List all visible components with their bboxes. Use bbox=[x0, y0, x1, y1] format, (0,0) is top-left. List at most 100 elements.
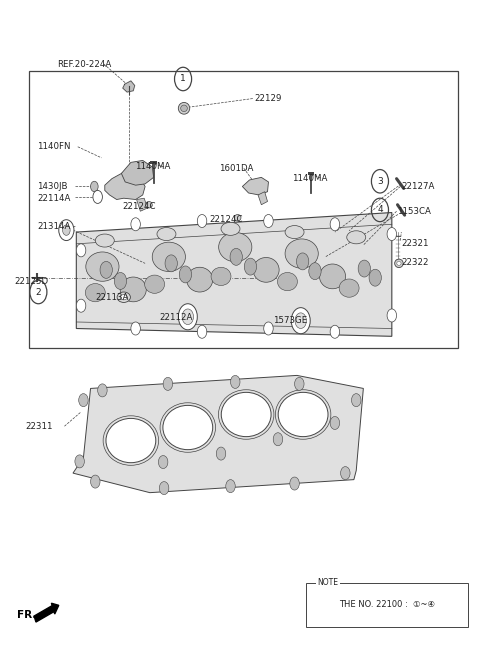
Circle shape bbox=[351, 394, 361, 407]
Text: 1430JB: 1430JB bbox=[37, 182, 67, 191]
Circle shape bbox=[59, 219, 74, 240]
Text: 1140MA: 1140MA bbox=[135, 162, 170, 171]
Ellipse shape bbox=[96, 234, 114, 247]
Circle shape bbox=[387, 227, 396, 240]
Text: 1: 1 bbox=[180, 74, 186, 83]
Text: 22114A: 22114A bbox=[37, 194, 70, 203]
Circle shape bbox=[330, 217, 340, 231]
Circle shape bbox=[79, 394, 88, 407]
Text: 22129: 22129 bbox=[254, 94, 282, 103]
Polygon shape bbox=[105, 172, 145, 200]
Circle shape bbox=[330, 417, 340, 430]
Text: 22127A: 22127A bbox=[401, 182, 435, 191]
Circle shape bbox=[295, 313, 306, 328]
Circle shape bbox=[291, 307, 310, 334]
Ellipse shape bbox=[145, 202, 152, 208]
Ellipse shape bbox=[117, 292, 131, 302]
Circle shape bbox=[179, 304, 197, 330]
Circle shape bbox=[264, 322, 273, 335]
Circle shape bbox=[100, 261, 112, 279]
Circle shape bbox=[330, 325, 340, 338]
Circle shape bbox=[387, 309, 396, 322]
Polygon shape bbox=[242, 177, 268, 195]
Ellipse shape bbox=[339, 279, 359, 297]
Circle shape bbox=[197, 214, 207, 227]
Text: 21314A: 21314A bbox=[37, 221, 70, 231]
Circle shape bbox=[131, 217, 140, 231]
Bar bbox=[150, 161, 157, 164]
Ellipse shape bbox=[285, 225, 304, 238]
Circle shape bbox=[182, 309, 193, 325]
Circle shape bbox=[297, 253, 309, 270]
Ellipse shape bbox=[179, 102, 190, 114]
Text: 2: 2 bbox=[36, 288, 41, 296]
Ellipse shape bbox=[120, 294, 127, 300]
Circle shape bbox=[75, 455, 84, 468]
Circle shape bbox=[165, 255, 178, 272]
Circle shape bbox=[76, 299, 86, 312]
Ellipse shape bbox=[277, 273, 298, 290]
Ellipse shape bbox=[278, 392, 328, 437]
Text: 1573GE: 1573GE bbox=[273, 316, 308, 325]
Circle shape bbox=[369, 269, 382, 286]
Polygon shape bbox=[73, 375, 363, 493]
Circle shape bbox=[341, 466, 350, 480]
Ellipse shape bbox=[221, 222, 240, 235]
Ellipse shape bbox=[211, 267, 231, 286]
Text: NOTE: NOTE bbox=[317, 578, 338, 587]
Ellipse shape bbox=[285, 239, 318, 268]
Polygon shape bbox=[121, 160, 154, 185]
Polygon shape bbox=[123, 81, 135, 92]
FancyArrow shape bbox=[34, 603, 59, 622]
Circle shape bbox=[197, 325, 207, 338]
Text: 1140MA: 1140MA bbox=[292, 173, 327, 183]
Text: THE NO. 22100 :  ①~④: THE NO. 22100 : ①~④ bbox=[339, 600, 435, 609]
Circle shape bbox=[230, 248, 242, 265]
Ellipse shape bbox=[234, 214, 241, 221]
Polygon shape bbox=[137, 198, 147, 212]
Polygon shape bbox=[76, 213, 392, 336]
Ellipse shape bbox=[106, 419, 156, 463]
Circle shape bbox=[179, 266, 192, 283]
Ellipse shape bbox=[395, 259, 403, 267]
Text: 1153CA: 1153CA bbox=[397, 207, 432, 215]
Text: 3: 3 bbox=[377, 177, 383, 186]
Circle shape bbox=[159, 482, 169, 495]
Ellipse shape bbox=[85, 284, 105, 302]
Circle shape bbox=[309, 263, 321, 280]
Text: 22321: 22321 bbox=[401, 239, 429, 248]
Circle shape bbox=[62, 225, 70, 235]
Circle shape bbox=[158, 455, 168, 468]
Text: 22124C: 22124C bbox=[123, 202, 156, 210]
Bar bbox=[306, 583, 468, 627]
Circle shape bbox=[264, 214, 273, 227]
Circle shape bbox=[358, 260, 371, 277]
Ellipse shape bbox=[347, 231, 366, 244]
Circle shape bbox=[93, 191, 102, 204]
Ellipse shape bbox=[144, 275, 165, 293]
Text: 22311: 22311 bbox=[25, 422, 53, 431]
Ellipse shape bbox=[221, 392, 271, 437]
Circle shape bbox=[273, 433, 283, 445]
Text: 22125D: 22125D bbox=[14, 277, 49, 286]
Ellipse shape bbox=[152, 242, 185, 271]
Circle shape bbox=[114, 273, 127, 290]
Ellipse shape bbox=[157, 227, 176, 240]
Text: 22112A: 22112A bbox=[159, 313, 192, 322]
Text: REF.20-224A: REF.20-224A bbox=[57, 60, 111, 68]
Ellipse shape bbox=[163, 405, 213, 449]
Text: 22124C: 22124C bbox=[209, 215, 243, 223]
Polygon shape bbox=[258, 192, 267, 205]
Circle shape bbox=[76, 244, 86, 257]
Circle shape bbox=[91, 475, 100, 488]
Ellipse shape bbox=[187, 267, 213, 292]
Circle shape bbox=[91, 181, 98, 192]
Ellipse shape bbox=[86, 252, 119, 281]
Circle shape bbox=[230, 375, 240, 388]
Circle shape bbox=[163, 377, 173, 390]
Text: 1601DA: 1601DA bbox=[219, 164, 253, 173]
Ellipse shape bbox=[180, 105, 187, 112]
Ellipse shape bbox=[397, 261, 401, 265]
Bar bbox=[308, 171, 314, 175]
Bar bbox=[29, 71, 458, 348]
